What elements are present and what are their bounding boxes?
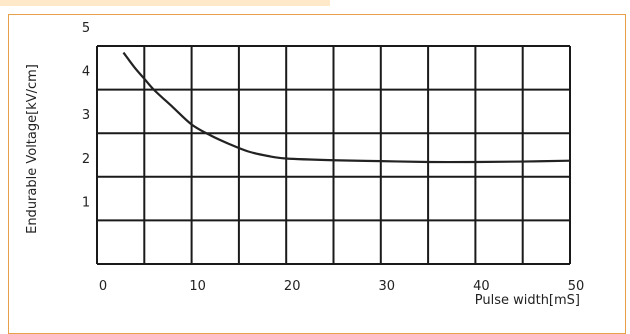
top-accent-strip <box>0 0 330 6</box>
grid <box>96 45 571 265</box>
x-tick-label: 30 <box>379 279 396 294</box>
x-tick-labels: 0 10 20 30 40 50 <box>99 279 584 294</box>
y-tick-label: 4 <box>82 65 90 80</box>
chart: 0 10 20 30 40 50 1 2 3 4 5 Pulse width[mS] Endura… <box>25 21 584 308</box>
y-tick-label: 5 <box>82 21 90 36</box>
series-line <box>122 51 571 164</box>
x-tick-label: 20 <box>284 279 301 294</box>
x-tick-label: 0 <box>99 279 107 294</box>
x-tick-label: 10 <box>189 279 206 294</box>
x-tick-label: 40 <box>473 279 490 294</box>
y-axis-label: Endurable Voltage[kV/cm] <box>25 64 40 234</box>
x-axis-label: Pulse width[mS] <box>475 293 580 308</box>
y-tick-label: 1 <box>82 195 90 210</box>
series-group <box>122 51 571 164</box>
y-tick-labels: 1 2 3 4 5 <box>82 21 90 210</box>
top-strip <box>0 0 630 8</box>
x-tick-label: 50 <box>568 279 585 294</box>
y-tick-label: 2 <box>82 152 90 167</box>
y-tick-label: 3 <box>82 108 90 123</box>
